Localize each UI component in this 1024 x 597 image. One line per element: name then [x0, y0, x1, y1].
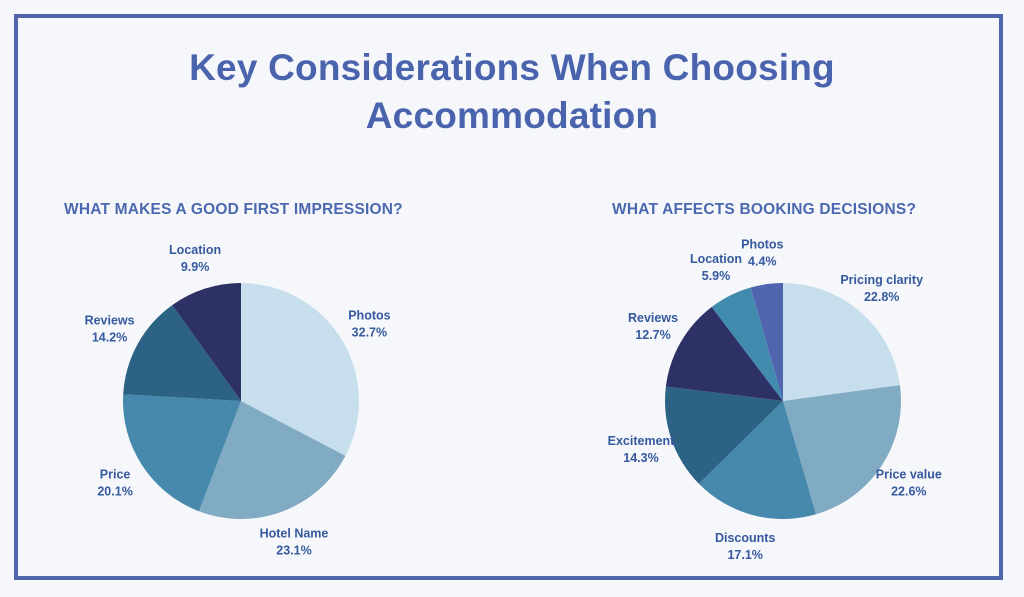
pie-chart-booking-decisions: Pricing clarity 22.8% Price value 22.6% Disc…	[608, 237, 942, 562]
pie-slice-pricing-clarity	[783, 283, 900, 401]
pie-slice-location	[711, 287, 783, 401]
pie-chart-first-impression: Photos 32.7% Hotel Name 23.1% Price 20.1% Revi…	[85, 243, 391, 557]
slice-label-pricing-clarity: Pricing clarity 22.8%	[840, 273, 923, 304]
slice-label-price-value: Price value 22.6%	[876, 468, 942, 499]
pie-slice-reviews	[665, 306, 783, 401]
slice-label-excitement: Excitement 14.3%	[608, 434, 676, 465]
chart-heading-booking-decisions: WHAT AFFECTS BOOKING DECISIONS?	[612, 201, 917, 218]
slice-label-photos: Photos 4.4%	[741, 237, 783, 268]
pie-slice-hotel-name	[198, 401, 346, 520]
pie-slice-price-value	[783, 385, 901, 515]
page-title: Key Considerations When Choosing Accommod…	[0, 44, 1024, 140]
pie-slice-reviews	[123, 305, 241, 401]
slice-label-photos: Photos 32.7%	[348, 308, 390, 339]
slice-label-location: Location 9.9%	[169, 243, 221, 274]
pie-slice-location	[172, 283, 241, 401]
pie-slice-photos	[241, 283, 360, 456]
slice-label-price: Price 20.1%	[97, 468, 132, 499]
pie-slice-discounts	[698, 401, 816, 520]
slice-label-discounts: Discounts 17.1%	[715, 531, 775, 562]
pie-slice-excitement	[665, 386, 783, 484]
page-title-line-1: Key Considerations When Choosing	[189, 47, 835, 88]
page-title-line-2: Accommodation	[365, 95, 659, 136]
chart-heading-first-impression: WHAT MAKES A GOOD FIRST IMPRESSION?	[64, 201, 403, 218]
slice-label-reviews: Reviews 12.7%	[628, 311, 678, 342]
slice-label-hotel-name: Hotel Name 23.1%	[260, 526, 329, 557]
slice-label-location: Location 5.9%	[690, 252, 742, 283]
pie-slice-photos	[750, 283, 783, 401]
slice-label-reviews: Reviews 14.2%	[85, 314, 135, 345]
frame-border	[14, 14, 1003, 580]
pie-slice-price	[123, 394, 241, 512]
